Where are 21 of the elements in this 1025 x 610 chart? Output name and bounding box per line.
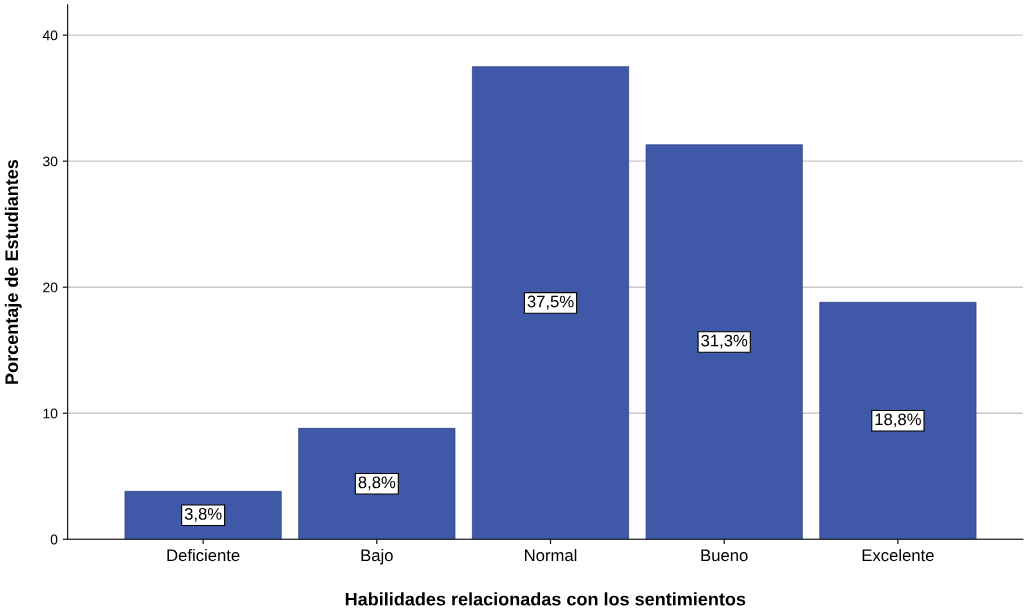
bar <box>645 144 803 540</box>
y-tick-label: 30 <box>43 156 58 167</box>
x-tick-label: Deficiente <box>167 548 240 562</box>
y-tick-label: 0 <box>50 534 58 545</box>
y-tick-label: 20 <box>43 282 58 293</box>
data-label: 31,3% <box>701 334 748 349</box>
x-tick-label: Excelente <box>862 548 934 562</box>
data-label: 18,8% <box>875 413 921 428</box>
x-axis-title: Habilidades relacionadas con los sentimientos <box>345 592 746 606</box>
x-tick-label: Bajo <box>361 548 393 565</box>
bar <box>472 66 630 540</box>
y-tick-label: 10 <box>43 408 58 419</box>
data-label: 3,8% <box>184 507 222 522</box>
bar <box>298 427 456 540</box>
data-label: 37,5% <box>527 295 574 310</box>
y-axis-title: Porcentaje de Estudiantes <box>4 159 22 384</box>
bar <box>819 301 977 540</box>
data-label: 8,8% <box>358 476 396 491</box>
x-tick-label: Bueno <box>701 549 748 562</box>
x-tick-label: Normal <box>525 548 577 562</box>
y-tick-label: 40 <box>42 30 58 41</box>
